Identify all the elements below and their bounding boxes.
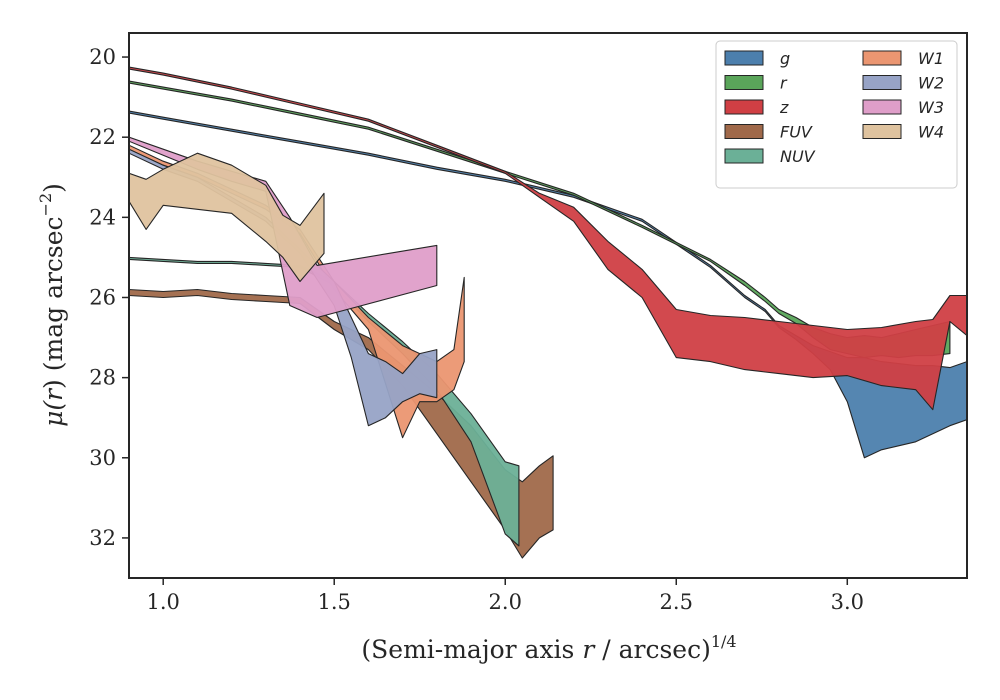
legend-swatch-r — [724, 75, 764, 90]
legend-label-w1: W1 — [918, 49, 944, 68]
series-band-g — [129, 110, 967, 459]
legend-swatch-fuv — [724, 124, 764, 139]
legend-swatch-w3 — [862, 99, 902, 115]
y-tick-label: 32 — [89, 526, 116, 550]
y-tick-label: 20 — [89, 45, 116, 69]
y-tick-label: 24 — [89, 205, 116, 229]
legend-swatch-w4 — [862, 124, 902, 139]
legend-swatch-z — [724, 99, 764, 115]
legend-swatch-w1 — [862, 50, 902, 66]
legend-swatch-w2 — [862, 75, 902, 90]
x-tick-label: 1.0 — [147, 590, 180, 614]
legend-swatch-nuv — [724, 148, 764, 164]
x-axis-title: (Semi-major axis r / arcsec)1/4 — [361, 632, 736, 664]
x-tick-label: 1.5 — [318, 590, 351, 614]
legend-label-w2: W2 — [918, 74, 944, 93]
x-axis: 1.0 1.5 2.0 2.5 3.0 — [147, 578, 864, 614]
y-axis: 20 22 24 26 28 30 32 — [89, 45, 129, 550]
legend-label-r: r — [780, 74, 788, 93]
plot-frame — [128, 32, 968, 579]
legend-label-w3: W3 — [918, 98, 944, 117]
legend-label-z: z — [779, 98, 789, 117]
series-band-nuv — [129, 256, 520, 547]
legend-swatch-g — [724, 50, 764, 66]
x-tick-label: 3.0 — [831, 590, 864, 614]
y-tick-label: 28 — [89, 366, 116, 390]
y-tick-label: 22 — [89, 125, 116, 149]
legend-label-w4: W4 — [918, 123, 944, 142]
x-tick-label: 2.0 — [489, 590, 522, 614]
series-band-r — [129, 80, 951, 359]
y-axis-title: μ(r) (mag arcsec−2) — [36, 183, 68, 427]
y-tick-label: 30 — [89, 446, 116, 470]
legend-label-fuv: FUV — [780, 123, 813, 142]
legend-label-g: g — [780, 49, 790, 68]
x-tick-label: 2.5 — [660, 590, 693, 614]
legend-label-nuv: NUV — [780, 147, 816, 166]
series-band-w4 — [129, 152, 325, 283]
legend: grz FUV NUV W1 W2 W3 W4 — [715, 40, 958, 189]
series-band-z — [129, 66, 967, 411]
series-layer — [129, 66, 967, 559]
y-tick-label: 26 — [89, 285, 116, 309]
